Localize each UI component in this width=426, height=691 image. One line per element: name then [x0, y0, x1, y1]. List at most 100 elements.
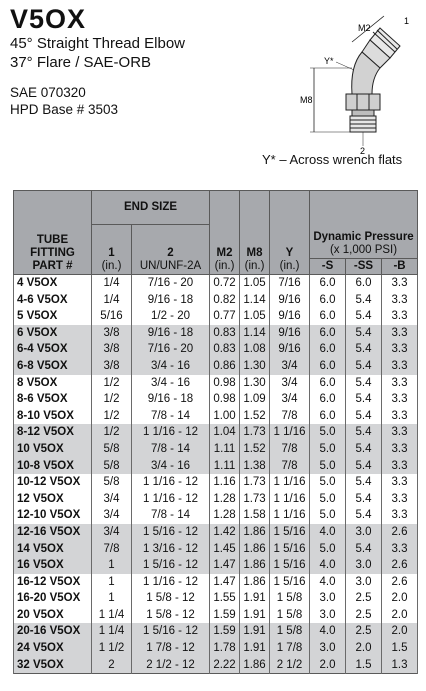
cell-ss: 6.0: [345, 274, 383, 292]
cell-ss: 5.4: [345, 457, 383, 475]
cell-end-1: 3/8: [91, 341, 132, 358]
cell-m2: 0.72: [209, 274, 241, 292]
cell-part: 14 V5OX: [13, 540, 92, 558]
table-row: 10 V5OX 5/8 7/8 - 14 1.11 1.52 7/8 5.0 5.4 3.3: [13, 440, 419, 458]
cell-y: 1 1/16: [269, 474, 311, 491]
cell-m8: 1.14: [239, 291, 271, 309]
cell-y: 7/8: [269, 407, 311, 425]
cell-end-1: 1: [91, 590, 132, 607]
cell-m2: 1.42: [209, 523, 241, 541]
cell-m8: 1.05: [239, 308, 271, 325]
cell-end-2: 1 3/16 - 12: [130, 540, 211, 558]
cell-ss: 3.0: [345, 557, 383, 574]
cell-b: 3.3: [381, 374, 419, 392]
cell-s: 6.0: [309, 391, 347, 408]
table-row: 16-12 V5OX 1 1 1/16 - 12 1.47 1.86 1 5/16 4.0 3…: [13, 573, 419, 591]
cell-ss: 5.4: [345, 424, 383, 441]
cell-ss: 3.0: [345, 523, 383, 541]
cell-end-2: 3/4 - 16: [130, 457, 211, 475]
col-header-tube-fitting: TUBE FITTING PART #: [13, 190, 92, 275]
cell-ss: 5.4: [345, 324, 383, 342]
cell-end-1: 1 1/4: [91, 623, 132, 641]
cell-end-2: 9/16 - 18: [130, 291, 211, 309]
cell-end-1: 7/8: [91, 540, 132, 558]
sae-number: SAE 070320: [10, 85, 86, 100]
cell-end-1: 5/16: [91, 308, 132, 325]
cell-end-1: 1/4: [91, 291, 132, 309]
col-header-dynamic-pressure: Dynamic Pressure (x 1,000 PSI): [309, 190, 419, 259]
cell-s: 5.0: [309, 507, 347, 524]
cell-s: 6.0: [309, 374, 347, 392]
cell-end-1: 1/4: [91, 274, 132, 292]
cell-part: 24 V5OX: [13, 640, 92, 657]
col-header-s: -S: [309, 258, 347, 275]
table-row: 6-8 V5OX 3/8 3/4 - 16 0.86 1.30 3/4 6.0 5.4 3.3: [13, 357, 419, 375]
cell-m2: 0.82: [209, 291, 241, 309]
cell-m2: 0.77: [209, 308, 241, 325]
cell-s: 6.0: [309, 291, 347, 309]
cell-b: 2.6: [381, 557, 419, 574]
table-row: 20 V5OX 1 1/4 1 5/8 - 12 1.59 1.91 1 5/8 3.0 2.…: [13, 606, 419, 624]
cell-end-2: 3/4 - 16: [130, 374, 211, 392]
cell-y: 7/16: [269, 274, 311, 292]
cell-end-2: 1 1/16 - 12: [130, 474, 211, 491]
page-title: V5OX: [10, 4, 87, 34]
cell-part: 20 V5OX: [13, 606, 92, 624]
cell-end-2: 1 5/8 - 12: [130, 606, 211, 624]
cell-y: 9/16: [269, 291, 311, 309]
cell-end-2: 1 5/16 - 12: [130, 557, 211, 574]
cell-s: 6.0: [309, 407, 347, 425]
cell-y: 1 7/8: [269, 640, 311, 657]
cell-ss: 5.4: [345, 341, 383, 358]
cell-part: 12 V5OX: [13, 490, 92, 508]
cell-m8: 1.14: [239, 324, 271, 342]
cell-b: 3.3: [381, 324, 419, 342]
label-end-1: 1: [404, 16, 409, 26]
cell-end-1: 1/2: [91, 424, 132, 441]
table-row: 20-16 V5OX 1 1/4 1 5/16 - 12 1.59 1.91 1 5/8 4…: [13, 623, 419, 641]
cell-end-1: 3/8: [91, 357, 132, 375]
cell-end-2: 7/8 - 14: [130, 440, 211, 458]
cell-y: 1 5/8: [269, 623, 311, 641]
cell-part: 32 V5OX: [13, 656, 92, 674]
cell-end-2: 1 7/8 - 12: [130, 640, 211, 657]
cell-b: 3.3: [381, 357, 419, 375]
cell-m8: 1.52: [239, 440, 271, 458]
cell-ss: 1.5: [345, 656, 383, 674]
col-header-end-size: END SIZE: [90, 190, 211, 225]
cell-s: 5.0: [309, 457, 347, 475]
cell-ss: 2.5: [345, 606, 383, 624]
cell-b: 2.6: [381, 573, 419, 591]
cell-end-1: 1 1/2: [91, 640, 132, 657]
cell-part: 10 V5OX: [13, 440, 92, 458]
cell-end-2: 7/16 - 20: [130, 341, 211, 358]
cell-b: 3.3: [381, 474, 419, 491]
cell-ss: 5.4: [345, 291, 383, 309]
table-row: 6 V5OX 3/8 9/16 - 18 0.83 1.14 9/16 6.0 5.4 3.3: [13, 324, 419, 342]
cell-m8: 1.91: [239, 640, 271, 657]
cell-s: 3.0: [309, 640, 347, 657]
col-header-m8: M8 (in.): [239, 190, 271, 275]
table-row: 32 V5OX 2 2 1/2 - 12 2.22 1.86 2 1/2 2.0 1.5 1.3: [13, 656, 419, 674]
cell-m2: 1.47: [209, 557, 241, 574]
cell-ss: 2.0: [345, 640, 383, 657]
cell-m2: 1.59: [209, 606, 241, 624]
col-header-m2: M2 (in.): [209, 190, 241, 275]
cell-b: 3.3: [381, 507, 419, 524]
table-row: 16-20 V5OX 1 1 5/8 - 12 1.55 1.91 1 5/8 3.0 2.5…: [13, 590, 419, 607]
label-m8: M8: [300, 95, 313, 105]
cell-m8: 1.91: [239, 623, 271, 641]
cell-m2: 1.28: [209, 507, 241, 524]
cell-s: 5.0: [309, 440, 347, 458]
cell-y: 1 1/16: [269, 424, 311, 441]
table-body: 4 V5OX 1/4 7/16 - 20 0.72 1.05 7/16 6.0 6.0 3.3 4…: [13, 274, 419, 674]
cell-b: 3.3: [381, 391, 419, 408]
cell-s: 6.0: [309, 357, 347, 375]
cell-ss: 5.4: [345, 474, 383, 491]
table-row: 8 V5OX 1/2 3/4 - 16 0.98 1.30 3/4 6.0 5.4 3.3: [13, 374, 419, 392]
cell-part: 16-12 V5OX: [13, 573, 92, 591]
cell-ss: 5.4: [345, 507, 383, 524]
cell-part: 12-16 V5OX: [13, 523, 92, 541]
cell-end-2: 1 5/16 - 12: [130, 623, 211, 641]
cell-y: 9/16: [269, 308, 311, 325]
